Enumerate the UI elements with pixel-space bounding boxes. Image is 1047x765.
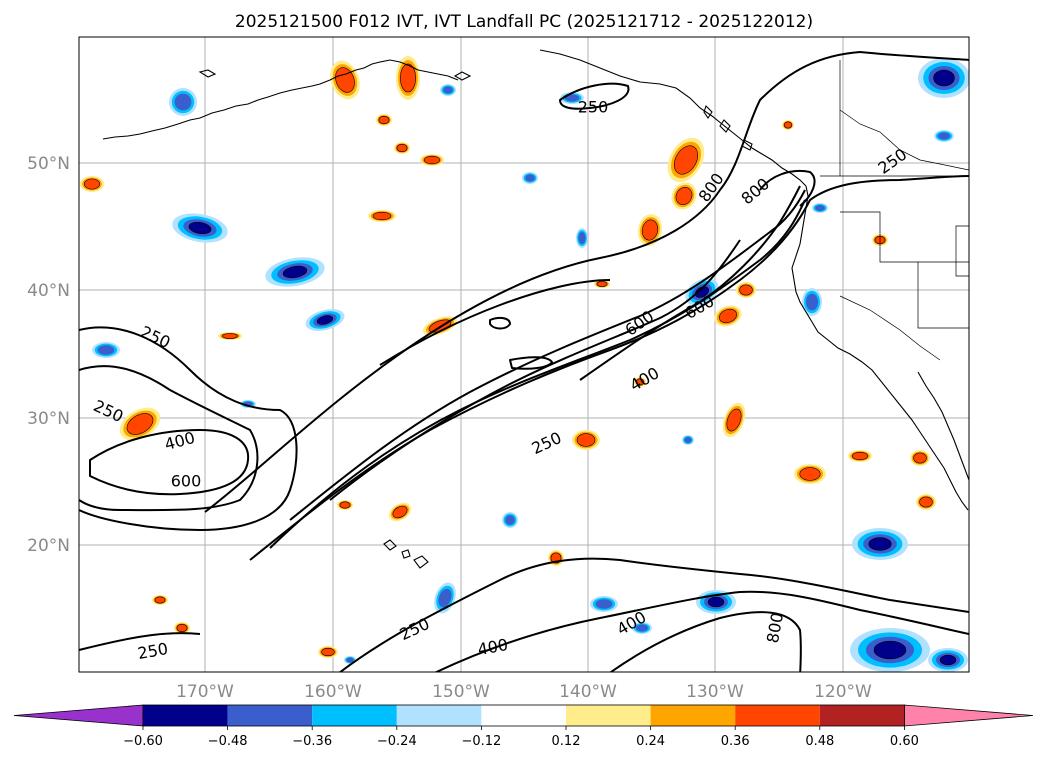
positive-anomaly-blob [337, 500, 353, 510]
colorbar-segment [143, 705, 228, 726]
lat-label: 30°N [27, 409, 70, 429]
lon-label: 160°W [304, 682, 362, 702]
negative-anomaly-blob [850, 628, 930, 672]
negative-anomaly-blob [440, 84, 456, 96]
colorbar-segment [650, 705, 736, 726]
negative-anomaly-blob [928, 648, 968, 672]
map-frame [78, 36, 970, 673]
positive-anomaly-blob [152, 595, 168, 605]
lon-label: 140°W [559, 682, 617, 702]
contour-label: 600 [171, 472, 202, 491]
colorbar-segment [481, 705, 566, 726]
figure-title: 2025121500 F012 IVT, IVT Landfall PC (20… [235, 12, 813, 32]
positive-anomaly-blob [119, 407, 161, 441]
positive-anomaly-blob [671, 182, 697, 210]
lon-label: 120°W [814, 682, 872, 702]
negative-anomaly-blob [918, 58, 969, 98]
map-background [79, 37, 969, 672]
positive-anomaly-blob [637, 214, 663, 246]
positive-anomaly-blob [736, 282, 756, 298]
colorbar-tick-label: 0.12 [552, 734, 581, 749]
negative-anomaly-blob [590, 596, 618, 612]
negative-anomaly-blob [812, 203, 828, 213]
positive-anomaly-blob [396, 56, 420, 100]
positive-anomaly-blob [594, 280, 610, 288]
negative-anomaly-blob [172, 213, 228, 243]
map-area: 2502502504006002504006008006008002504004… [79, 37, 969, 672]
positive-anomaly-blob [634, 377, 646, 387]
negative-anomaly-blob [502, 512, 518, 528]
positive-anomaly-blob [572, 430, 600, 450]
latitude-labels: 50°N 40°N 30°N 20°N [27, 154, 70, 556]
colorbar-segment [312, 705, 397, 726]
negative-anomaly-blob [682, 435, 694, 445]
colorbar: −0.60 −0.48 −0.36 −0.24 −0.12 0.12 0.24 0.36 0.4… [13, 704, 1034, 749]
contour-label: 250 [578, 98, 609, 117]
negative-anomaly-blob [305, 309, 345, 331]
colorbar-segment [819, 705, 905, 726]
colorbar-tick-label: −0.36 [292, 734, 332, 749]
negative-anomaly-blob [92, 342, 120, 358]
colorbar-extend-left [13, 704, 144, 727]
negative-anomaly-blob [934, 130, 954, 142]
negative-anomaly-blob [169, 88, 197, 116]
positive-anomaly-blob [667, 137, 705, 183]
positive-anomaly-blob [368, 210, 396, 222]
positive-anomaly-blob [394, 142, 410, 154]
lat-label: 50°N [27, 154, 70, 174]
colorbar-segment [227, 705, 313, 726]
positive-anomaly-blob [376, 114, 392, 126]
lon-label: 150°W [432, 682, 490, 702]
positive-anomaly-blob [910, 450, 930, 466]
lat-label: 20°N [27, 536, 70, 556]
ivt-contours [79, 51, 969, 672]
colorbar-tick-label: 0.24 [636, 734, 665, 749]
positive-anomaly-blob [848, 450, 872, 462]
colorbar-tick-label: −0.24 [377, 734, 417, 749]
negative-anomaly-blob [632, 622, 652, 634]
positive-anomaly-blob [714, 305, 742, 327]
colorbar-tick-label: 0.60 [890, 734, 919, 749]
colorbar-tick-label: 0.48 [805, 734, 834, 749]
political-borders [820, 60, 969, 361]
positive-anomaly-blob [388, 502, 412, 522]
colorbar-tick-label: −0.12 [461, 734, 501, 749]
lon-label: 170°W [176, 682, 234, 702]
positive-anomaly-blob [794, 464, 826, 484]
colorbar-segment [396, 705, 482, 726]
positive-anomaly-blob [218, 332, 242, 340]
positive-anomaly-blob [722, 402, 746, 438]
negative-anomaly-blob [576, 228, 588, 248]
positive-anomaly-blob [174, 622, 190, 634]
colorbar-extend-right [904, 704, 1034, 727]
negative-anomaly-blob [265, 257, 325, 287]
lat-label: 40°N [27, 281, 70, 301]
positive-anomaly-blob [916, 494, 936, 510]
colorbar-tick-label: 0.36 [721, 734, 750, 749]
colorbar-segment [735, 705, 820, 726]
lon-label: 130°W [686, 682, 744, 702]
colorbar-segment [566, 705, 651, 726]
negative-anomaly-blob [852, 528, 908, 560]
coastlines [102, 49, 969, 569]
negative-anomaly-blob [802, 288, 822, 316]
colorbar-tick-label: −0.48 [208, 734, 248, 749]
colorbar-tick-label: −0.60 [123, 734, 163, 749]
positive-anomaly-blob [782, 120, 794, 130]
longitude-labels: 170°W 160°W 150°W 140°W 130°W 120°W [176, 682, 872, 702]
positive-anomaly-blob [318, 646, 338, 658]
positive-anomaly-blob [420, 154, 444, 166]
positive-anomaly-blob [80, 176, 104, 192]
negative-anomaly-blob [522, 172, 538, 184]
